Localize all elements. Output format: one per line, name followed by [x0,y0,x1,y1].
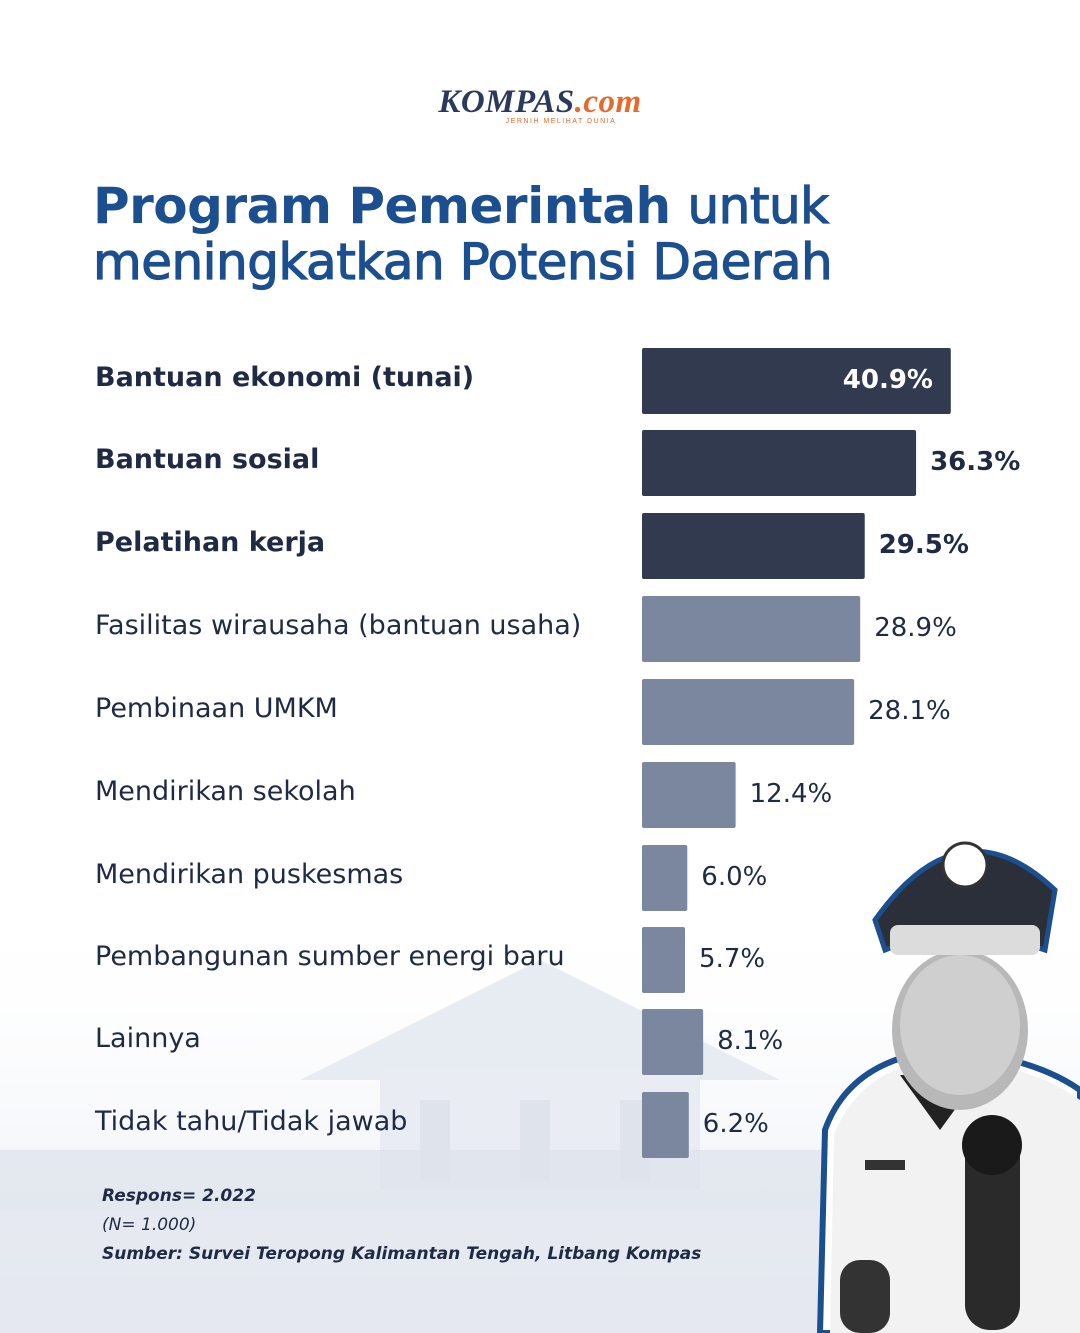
value-label-3: 28.9% [874,613,957,643]
page-title: Program Pemerintah untuk meningkatkan Po… [92,177,1013,291]
bar-9 [642,1092,689,1158]
bar-2 [642,513,865,579]
chart-notes: Respons= 2.022 (N= 1.000) Sumber: Survei… [102,1182,701,1269]
category-label-6: Mendirikan puskesmas [95,859,404,890]
value-label-6: 6.0% [701,862,768,892]
logo-name: KOMPAS [438,84,575,120]
bar-3 [642,596,861,662]
kompas-logo: KOMPAS.com JERNIH MELIHAT DUNIA [0,84,1080,125]
bar-5 [642,762,736,828]
value-label-9: 6.2% [702,1109,769,1139]
category-label-2: Pelatihan kerja [95,527,326,558]
value-label-4: 28.1% [868,696,951,726]
value-label-5: 12.4% [749,779,833,809]
category-label-3: Fasilitas wirausaha (bantuan usaha) [95,610,582,641]
bar-7 [642,927,686,993]
official-portrait-icon [816,841,1080,1333]
bar-4 [642,679,855,745]
note-source: Sumber: Survei Teropong Kalimantan Tenga… [102,1244,702,1264]
category-label-1: Bantuan sosial [95,444,320,475]
category-label-5: Mendirikan sekolah [95,776,356,807]
value-label-7: 5.7% [699,944,766,974]
logo-suffix: .com [574,84,642,120]
category-label-8: Lainnya [95,1023,201,1054]
note-sample: (N= 1.000) [102,1215,197,1235]
category-label-0: Bantuan ekonomi (tunai) [95,362,475,393]
value-label-0: 40.9% [842,365,933,395]
logo-tagline: JERNIH MELIHAT DUNIA [505,118,617,125]
category-label-9: Tidak tahu/Tidak jawab [95,1106,408,1137]
bar-0 [642,348,951,414]
bar-8 [642,1009,704,1075]
title-bold: Program Pemerintah [93,177,671,235]
value-label-8: 8.1% [717,1026,784,1056]
title-regular-2: meningkatkan Potensi Daerah [92,233,833,291]
note-responses: Respons= 2.022 [102,1186,256,1206]
category-label-7: Pembangunan sumber energi baru [95,941,565,972]
title-regular-1: untuk [687,177,830,235]
value-label-2: 29.5% [878,530,969,560]
value-label-1: 36.3% [930,447,1021,477]
bar-6 [642,845,688,911]
category-label-4: Pembinaan UMKM [95,693,338,724]
bar-1 [642,430,917,496]
